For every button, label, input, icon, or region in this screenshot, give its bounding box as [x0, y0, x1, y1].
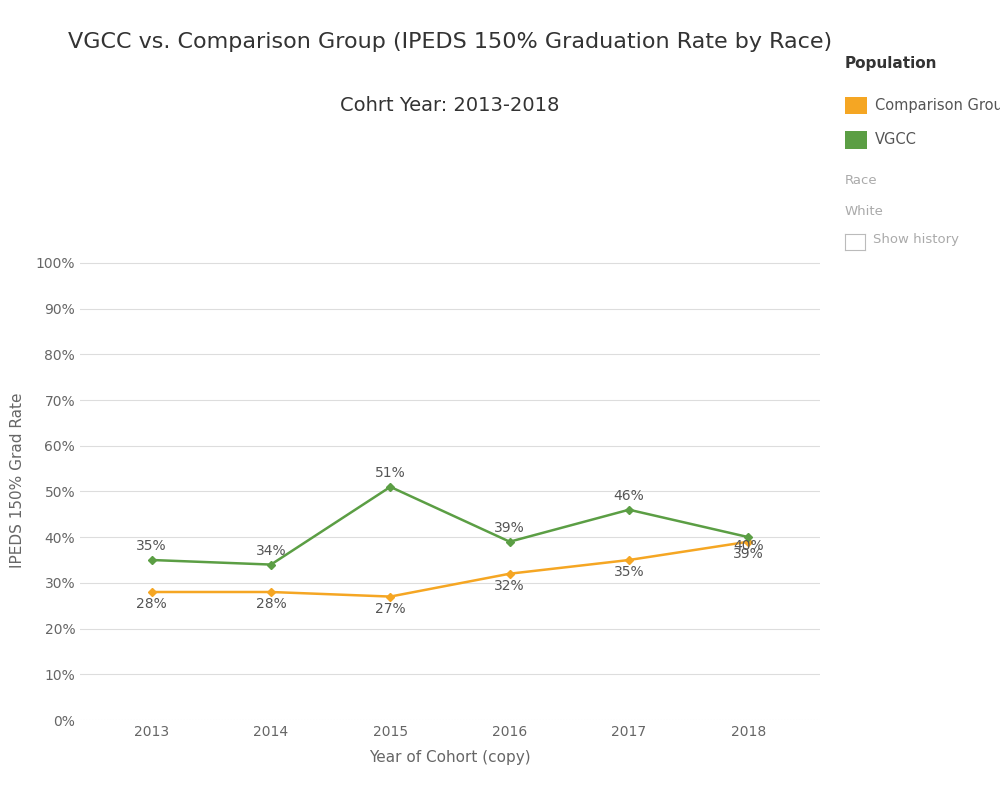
Text: 40%: 40% [733, 539, 764, 554]
VGCC [384, 482, 396, 492]
Text: White: White [845, 205, 884, 218]
Text: 35%: 35% [136, 539, 167, 553]
Text: VGCC: VGCC [875, 133, 917, 147]
Text: Show history: Show history [873, 234, 959, 246]
Comparison Group [265, 587, 277, 597]
VGCC [742, 532, 754, 542]
Comparison Group [742, 537, 754, 546]
Text: Population: Population [845, 56, 938, 71]
Text: Comparison Group: Comparison Group [875, 98, 1000, 113]
VGCC [146, 555, 158, 565]
Comparison Group [146, 587, 158, 597]
Text: VGCC vs. Comparison Group (IPEDS 150% Graduation Rate by Race): VGCC vs. Comparison Group (IPEDS 150% Gr… [68, 32, 832, 52]
Text: 32%: 32% [494, 579, 525, 594]
Text: 46%: 46% [614, 489, 644, 503]
Comparison Group [623, 555, 635, 565]
Line: Comparison Group: Comparison Group [149, 539, 751, 599]
Text: 39%: 39% [733, 547, 764, 562]
Text: 51%: 51% [375, 466, 406, 480]
Line: VGCC: VGCC [149, 484, 751, 567]
Text: 39%: 39% [494, 521, 525, 535]
Comparison Group [384, 592, 396, 602]
VGCC [504, 537, 516, 546]
Text: 34%: 34% [256, 544, 286, 558]
Text: 35%: 35% [614, 566, 644, 579]
Text: 28%: 28% [256, 598, 286, 611]
VGCC [623, 505, 635, 514]
Text: 28%: 28% [136, 598, 167, 611]
Text: 27%: 27% [375, 602, 406, 616]
Text: Cohrt Year: 2013-2018: Cohrt Year: 2013-2018 [340, 96, 560, 115]
Y-axis label: IPEDS 150% Grad Rate: IPEDS 150% Grad Rate [10, 392, 25, 568]
Text: Race: Race [845, 174, 878, 187]
Comparison Group [504, 569, 516, 578]
X-axis label: Year of Cohort (copy): Year of Cohort (copy) [369, 750, 531, 765]
VGCC [265, 560, 277, 570]
